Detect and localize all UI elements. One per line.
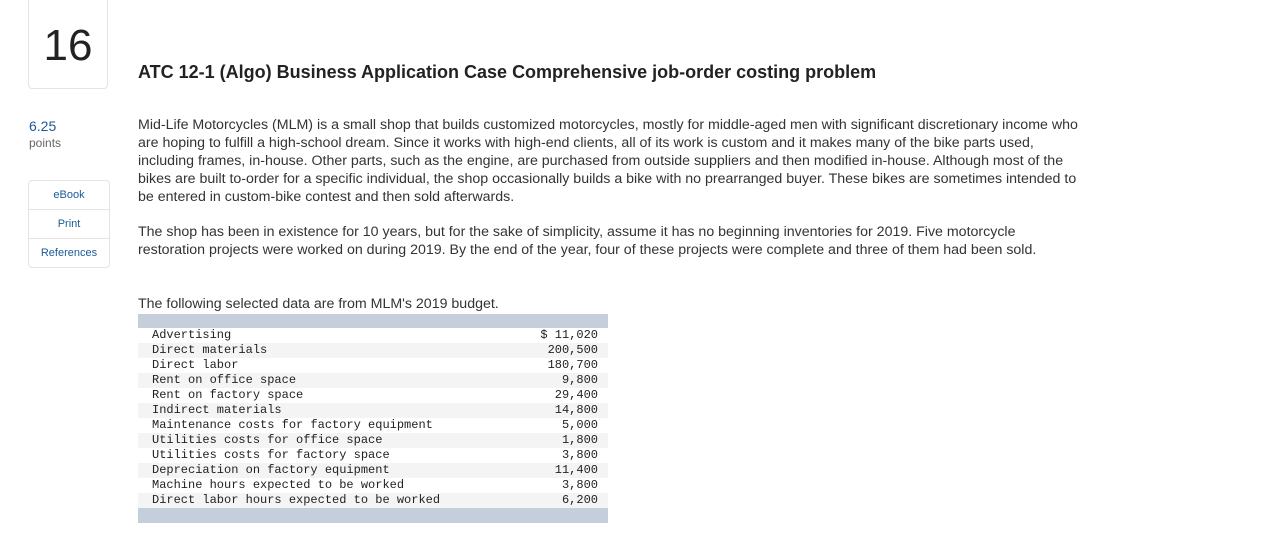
budget-item-amount: 29,400	[522, 388, 608, 403]
budget-item-label: Depreciation on factory equipment	[138, 463, 523, 478]
table-row: Maintenance costs for factory equipment 5…	[138, 418, 608, 433]
budget-item-amount: 5,000	[522, 418, 608, 433]
budget-item-label: Direct labor	[138, 358, 523, 373]
table-row: Direct labor 180,700	[138, 358, 608, 373]
table-row: Depreciation on factory equipment 11,400	[138, 463, 608, 478]
table-row: Direct labor hours expected to be worked…	[138, 493, 608, 508]
budget-item-amount: $ 11,020	[522, 328, 608, 343]
budget-item-label: Direct materials	[138, 343, 523, 358]
table-row: Direct materials 200,500	[138, 343, 608, 358]
budget-item-label: Rent on factory space	[138, 388, 523, 403]
budget-item-amount: 1,800	[522, 433, 608, 448]
question-title: ATC 12-1 (Algo) Business Application Cas…	[138, 62, 877, 82]
budget-table-container: Advertising $ 11,020 Direct materials 200,5…	[138, 314, 608, 523]
budget-item-amount: 3,800	[522, 448, 608, 463]
budget-item-amount: 11,400	[522, 463, 608, 478]
intro-paragraph: Mid-Life Motorcycles (MLM) is a small sh…	[138, 117, 1078, 205]
references-link[interactable]: References	[40, 247, 98, 259]
budget-item-label: Indirect materials	[138, 403, 523, 418]
budget-item-amount: 6,200	[522, 493, 608, 508]
table-row: Machine hours expected to be worked 3,800	[138, 478, 608, 493]
question-number: 16	[43, 21, 93, 70]
points-value: 6.25	[29, 118, 57, 134]
budget-item-amount: 14,800	[522, 403, 608, 418]
budget-item-label: Utilities costs for factory space	[138, 448, 523, 463]
table-row: Rent on factory space 29,400	[138, 388, 608, 403]
budget-item-amount: 9,800	[522, 373, 608, 388]
print-link[interactable]: Print	[29, 210, 109, 239]
budget-item-amount: 180,700	[522, 358, 608, 373]
budget-item-label: Utilities costs for office space	[138, 433, 523, 448]
budget-item-amount: 3,800	[522, 478, 608, 493]
table-row: Advertising $ 11,020	[138, 328, 608, 343]
budget-item-label: Advertising	[138, 328, 523, 343]
budget-item-label: Rent on office space	[138, 373, 523, 388]
budget-item-label: Maintenance costs for factory equipment	[138, 418, 523, 433]
question-number-box: 16	[28, 0, 108, 89]
budget-table: Advertising $ 11,020 Direct materials 200,5…	[138, 328, 608, 508]
points-label: points	[29, 136, 62, 150]
table-row: Utilities costs for factory space 3,800	[138, 448, 608, 463]
budget-item-label: Direct labor hours expected to be worked	[138, 493, 523, 508]
resource-links: eBook Print References	[28, 180, 110, 268]
budget-item-amount: 200,500	[522, 343, 608, 358]
budget-item-label: Machine hours expected to be worked	[138, 478, 523, 493]
table-row: Utilities costs for office space 1,800	[138, 433, 608, 448]
data-intro-paragraph: The following selected data are from MLM…	[138, 296, 499, 312]
context-paragraph: The shop has been in existence for 10 ye…	[138, 224, 1037, 258]
table-row: Indirect materials 14,800	[138, 403, 608, 418]
table-row: Rent on office space 9,800	[138, 373, 608, 388]
ebook-link[interactable]: eBook	[29, 181, 109, 210]
